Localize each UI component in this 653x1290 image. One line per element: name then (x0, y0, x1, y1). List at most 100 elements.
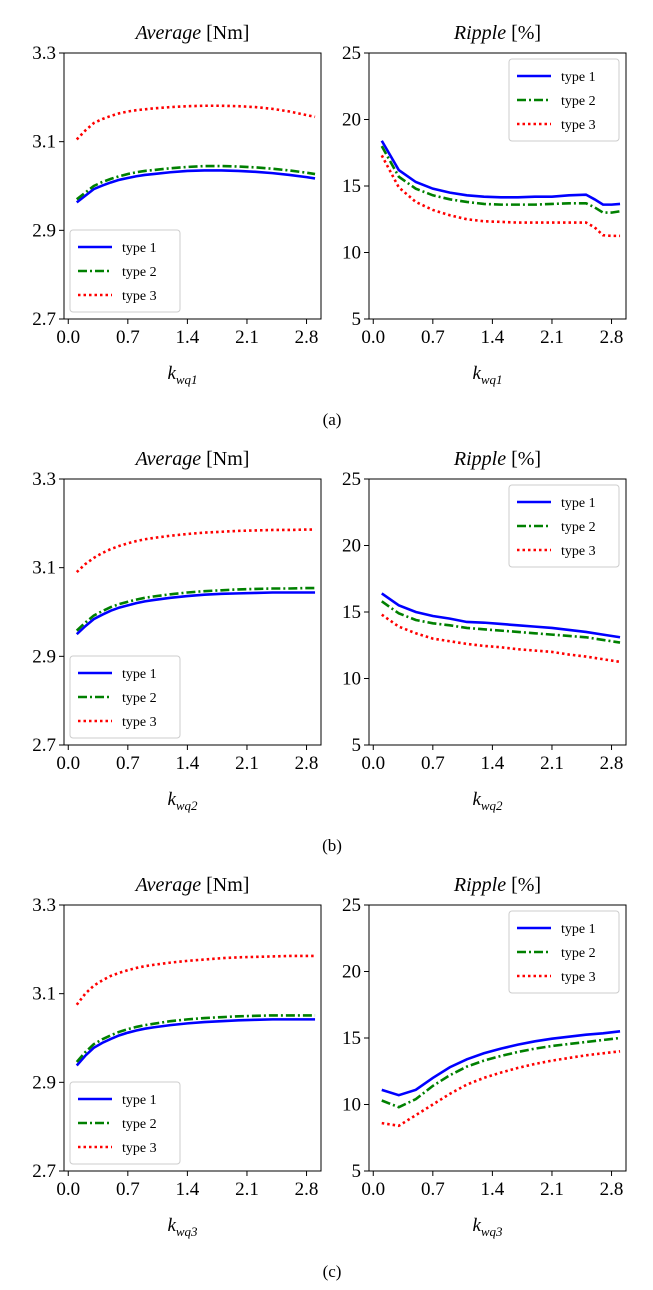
legend-label: type 2 (122, 691, 157, 706)
chart-title-text: Average (134, 22, 207, 44)
legend: type 1 type 2 type 3 (508, 484, 620, 568)
chart-title-text: Average (134, 448, 207, 470)
x-axis-label: kwq1 (472, 363, 502, 387)
y-tick-label: 10 (342, 1095, 361, 1116)
y-tick-label: 20 (342, 536, 361, 557)
legend: type 1 type 2 type 3 (508, 910, 620, 994)
legend-label: type 3 (122, 289, 157, 304)
y-tick-label: 10 (342, 669, 361, 690)
chart-3-1: Average [Nm] 2.7 2.9 3.1 3.3 0.0 0.7 1.4 2.1 2.8 k… (32, 874, 322, 1239)
chart-title-unit: [%] (511, 448, 541, 470)
y-tick-label: 2.7 (32, 1161, 56, 1182)
y-tick-label: 20 (342, 962, 361, 983)
legend: type 1 type 2 type 3 (69, 1081, 181, 1165)
y-tick-label: 25 (342, 43, 361, 64)
x-tick-label: 0.0 (361, 753, 385, 774)
series-line (75, 1014, 316, 1063)
y-tick-label: 2.7 (32, 735, 56, 756)
legend-label: type 2 (122, 1117, 157, 1132)
series-line (381, 1050, 621, 1128)
y-tick-label: 3.1 (32, 132, 56, 153)
y-tick-label: 2.9 (32, 646, 56, 667)
x-tick-label: 0.7 (116, 753, 140, 774)
chart-title-text: Ripple (453, 874, 511, 896)
legend-label: type 3 (561, 970, 596, 985)
y-tick-label: 3.3 (32, 43, 56, 64)
panel-caption: (a) (323, 410, 342, 429)
chart-title-unit: [Nm] (206, 22, 249, 44)
x-tick-label: 2.8 (600, 1179, 624, 1200)
legend: type 1 type 2 type 3 (508, 58, 620, 142)
series-line (75, 954, 316, 1006)
chart-1-1: Average [Nm] 2.7 2.9 3.1 3.3 0.0 0.7 1.4 2.1 2.8 k… (32, 22, 322, 387)
y-tick-label: 20 (342, 110, 361, 131)
chart-title: Ripple [%] (453, 22, 541, 44)
legend-label: type 2 (122, 265, 157, 280)
y-tick-label: 15 (342, 1028, 361, 1049)
y-tick-label: 5 (352, 309, 362, 330)
x-tick-label: 2.1 (540, 753, 564, 774)
x-axis-label-sub: wq3 (176, 1224, 198, 1239)
x-tick-label: 2.8 (295, 1179, 319, 1200)
series-line (380, 140, 621, 206)
chart-1-2: Ripple [%] 5 10 15 20 25 0.0 0.7 1.4 2.1 2.8 kwq1 ty… (342, 22, 627, 387)
series-line (75, 169, 316, 204)
x-axis-label-sub: wq3 (481, 1224, 503, 1239)
series-line (75, 164, 316, 201)
series-line (75, 104, 316, 141)
x-axis-label-main: k (472, 789, 481, 810)
x-tick-label: 0.0 (56, 753, 80, 774)
panel-caption: (c) (323, 1262, 342, 1281)
x-tick-label: 1.4 (481, 327, 505, 348)
x-tick-label: 1.4 (176, 753, 200, 774)
y-tick-label: 2.9 (32, 1072, 56, 1093)
x-axis-label: kwq3 (167, 1215, 198, 1239)
legend-label: type 3 (561, 544, 596, 559)
legend-box (69, 229, 181, 313)
legend-label: type 2 (561, 94, 596, 109)
legend-label: type 1 (122, 667, 157, 682)
y-tick-label: 3.3 (32, 895, 56, 916)
y-tick-label: 25 (342, 895, 361, 916)
y-tick-label: 2.7 (32, 309, 56, 330)
x-tick-label: 2.8 (295, 753, 319, 774)
y-tick-label: 10 (342, 243, 361, 264)
legend-box (69, 655, 181, 739)
series-line (381, 1030, 621, 1097)
chart-title-text: Average (134, 874, 207, 896)
legend-label: type 2 (561, 946, 596, 961)
x-axis-label-sub: wq1 (176, 372, 198, 387)
chart-title-text: Ripple (453, 22, 511, 44)
chart-title-unit: [Nm] (206, 874, 249, 896)
legend-label: type 1 (561, 496, 596, 511)
legend-label: type 3 (122, 715, 157, 730)
x-tick-label: 2.8 (295, 327, 319, 348)
x-tick-label: 0.7 (421, 327, 445, 348)
x-tick-label: 1.4 (176, 1179, 200, 1200)
legend-box (508, 484, 620, 568)
x-tick-label: 0.7 (116, 1179, 140, 1200)
x-axis-label: kwq2 (167, 789, 198, 813)
x-axis-label: kwq2 (472, 789, 503, 813)
chart-3-2: Ripple [%] 5 10 15 20 25 0.0 0.7 1.4 2.1 2.8 kwq3 ty… (342, 874, 627, 1239)
chart-2-1: Average [Nm] 2.7 2.9 3.1 3.3 0.0 0.7 1.4 2.1 2.8 k… (32, 448, 322, 813)
chart-title-unit: [%] (511, 22, 541, 44)
legend-label: type 1 (561, 70, 596, 85)
legend-box (69, 1081, 181, 1165)
x-axis-label-main: k (472, 1215, 481, 1236)
chart-2-2: Ripple [%] 5 10 15 20 25 0.0 0.7 1.4 2.1 2.8 kwq2 ty… (342, 448, 627, 813)
x-tick-label: 0.7 (421, 753, 445, 774)
chart-title: Average [Nm] (134, 448, 250, 470)
series-line (381, 600, 621, 644)
x-axis-label-main: k (167, 789, 176, 810)
legend: type 1 type 2 type 3 (69, 655, 181, 739)
chart-title: Average [Nm] (134, 874, 250, 896)
y-tick-label: 3.1 (32, 558, 56, 579)
legend-box (508, 58, 620, 142)
x-tick-label: 1.4 (481, 1179, 505, 1200)
x-tick-label: 0.0 (361, 1179, 385, 1200)
plot-frame (63, 904, 322, 1172)
x-tick-label: 0.0 (361, 327, 385, 348)
chart-title-unit: [Nm] (206, 448, 249, 470)
